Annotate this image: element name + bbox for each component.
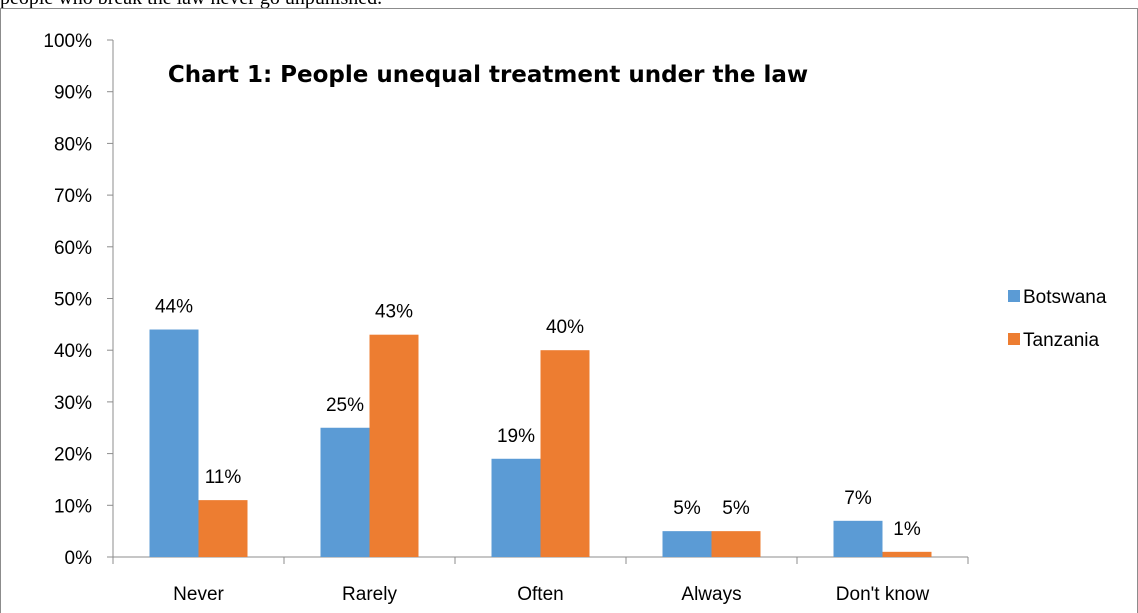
bar-botswana	[320, 427, 370, 557]
y-tick-label: 30%	[54, 393, 92, 414]
bar-tanzania	[540, 350, 590, 557]
bar-botswana	[662, 531, 712, 557]
y-tick-label: 40%	[54, 341, 92, 362]
legend-swatch-tanzania	[1008, 333, 1020, 345]
data-label: 19%	[497, 426, 535, 447]
data-label: 43%	[375, 302, 413, 323]
y-tick-label: 10%	[54, 496, 92, 517]
data-label: 7%	[844, 488, 872, 509]
data-label: 5%	[673, 498, 701, 519]
x-tick-label: Never	[173, 584, 224, 605]
y-tick-label: 60%	[54, 238, 92, 259]
x-tick-label: Often	[517, 584, 563, 605]
data-label: 5%	[722, 498, 750, 519]
bar-botswana	[833, 520, 883, 557]
data-label: 25%	[326, 395, 364, 416]
legend-label-tanzania: Tanzania	[1023, 330, 1099, 351]
chart-title: Chart 1: People unequal treatment under …	[168, 62, 808, 88]
y-tick-label: 80%	[54, 134, 92, 155]
bar-tanzania	[198, 500, 248, 557]
y-tick-label: 100%	[43, 31, 92, 52]
bar-tanzania	[711, 531, 761, 557]
bar-botswana	[491, 458, 541, 557]
y-tick-label: 50%	[54, 290, 92, 311]
y-tick-label: 0%	[65, 548, 93, 569]
bar-tanzania	[369, 334, 419, 557]
legend: Botswana Tanzania	[1008, 287, 1107, 351]
y-tick-label: 90%	[54, 83, 92, 104]
context-text: people who break the law never go unpuni…	[0, 0, 382, 8]
bar-tanzania	[882, 551, 932, 557]
bar-botswana	[149, 329, 199, 557]
x-tick-label: Don't know	[836, 584, 930, 605]
data-labels: 44% 11% 25% 43% 19% 40% 5% 5% 7% 1%	[155, 297, 921, 540]
x-tick-label: Rarely	[342, 584, 397, 605]
data-label: 1%	[893, 519, 921, 540]
data-label: 40%	[546, 317, 584, 338]
data-label: 11%	[205, 467, 242, 488]
y-tick-label: 20%	[54, 445, 92, 466]
x-axis: Never Rarely Often Always Don't know	[112, 556, 969, 605]
x-tick-label: Always	[681, 584, 741, 605]
legend-label-botswana: Botswana	[1023, 287, 1107, 308]
data-label: 44%	[155, 297, 193, 318]
y-tick-label: 70%	[54, 186, 92, 207]
bars	[149, 329, 932, 557]
y-axis: 0% 10% 20% 30% 40% 50% 60% 70% 80% 90% 100%	[43, 31, 114, 569]
legend-swatch-botswana	[1008, 290, 1020, 302]
